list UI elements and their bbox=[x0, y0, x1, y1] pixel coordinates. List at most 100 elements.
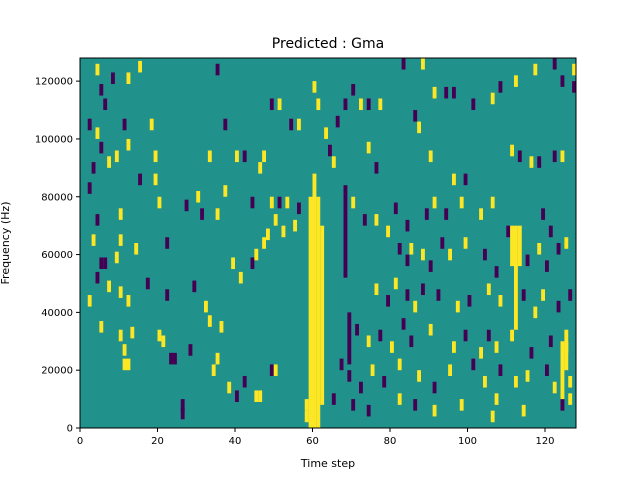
heatmap-cell bbox=[494, 341, 499, 353]
heatmap-cell bbox=[122, 344, 127, 356]
heatmap-cell bbox=[409, 335, 414, 348]
y-tick-label: 20000 bbox=[41, 366, 73, 377]
heatmap-cell bbox=[165, 237, 170, 249]
y-tick-label: 60000 bbox=[41, 250, 73, 261]
heatmap-cell bbox=[548, 225, 553, 238]
heatmap-cell bbox=[227, 381, 232, 394]
heatmap-cell bbox=[277, 98, 282, 111]
heatmap-cell bbox=[138, 60, 142, 73]
y-tick-label: 0 bbox=[67, 424, 73, 435]
heatmap-cell bbox=[153, 150, 158, 163]
heatmap-cell bbox=[281, 225, 286, 238]
heatmap-cell bbox=[428, 150, 433, 163]
heatmap-cell bbox=[204, 300, 208, 313]
heatmap-cell bbox=[529, 347, 534, 359]
heatmap-cell bbox=[560, 399, 565, 411]
heatmap-cell bbox=[328, 144, 332, 157]
heatmap-cell bbox=[514, 75, 518, 87]
heatmap-cell bbox=[266, 228, 270, 241]
heatmap-cell bbox=[413, 399, 418, 411]
heatmap-cell bbox=[262, 237, 266, 249]
heatmap-cell bbox=[374, 283, 379, 296]
heatmap-cell bbox=[432, 404, 437, 417]
heatmap-cell bbox=[200, 208, 204, 220]
heatmap-band bbox=[316, 196, 321, 428]
heatmap-cell bbox=[173, 352, 177, 365]
heatmap-cell bbox=[568, 393, 573, 405]
heatmap-cell bbox=[126, 358, 131, 371]
heatmap-cell bbox=[91, 162, 96, 174]
heatmap-cell bbox=[386, 225, 390, 238]
heatmap-cell bbox=[366, 404, 371, 417]
heatmap-cell bbox=[126, 138, 131, 151]
heatmap-cell bbox=[401, 318, 406, 330]
y-tick-label: 100000 bbox=[35, 134, 73, 145]
heatmap-cell bbox=[397, 243, 402, 255]
heatmap-cell bbox=[231, 257, 235, 270]
heatmap-cell bbox=[421, 248, 425, 261]
heatmap-cell bbox=[459, 196, 464, 209]
heatmap-band bbox=[312, 173, 317, 428]
heatmap-cell bbox=[366, 335, 371, 348]
heatmap-cell bbox=[312, 81, 317, 93]
heatmap-cell bbox=[126, 72, 131, 85]
heatmap-cell bbox=[483, 248, 487, 261]
heatmap-cell bbox=[355, 323, 359, 336]
heatmap-cell bbox=[514, 375, 518, 388]
heatmap-cell bbox=[111, 72, 115, 85]
heatmap-cell bbox=[87, 182, 92, 194]
heatmap-cell bbox=[545, 364, 549, 376]
heatmap-band bbox=[320, 225, 325, 405]
heatmap-cell bbox=[397, 358, 402, 371]
heatmap-cell bbox=[153, 173, 158, 186]
heatmap-cell bbox=[211, 364, 216, 376]
heatmap-cell bbox=[556, 243, 561, 255]
heatmap-cell bbox=[107, 280, 111, 293]
heatmap-cell bbox=[223, 118, 228, 131]
heatmap-cell bbox=[149, 118, 154, 131]
heatmap-band bbox=[510, 225, 514, 267]
heatmap-cell bbox=[541, 289, 545, 301]
heatmap-cell bbox=[99, 141, 104, 154]
heatmap-cell bbox=[269, 98, 274, 111]
heatmap-cell bbox=[529, 156, 534, 168]
heatmap-cell bbox=[184, 199, 189, 212]
heatmap-cell bbox=[235, 150, 239, 163]
heatmap-cell bbox=[331, 393, 336, 405]
heatmap-cell bbox=[118, 286, 123, 298]
heatmap-cell bbox=[479, 208, 483, 220]
heatmap-cell bbox=[161, 335, 166, 348]
y-axis-label: Frequency (Hz) bbox=[0, 202, 12, 285]
heatmap-cell bbox=[87, 295, 92, 307]
heatmap-cell bbox=[428, 260, 433, 272]
heatmap-cell bbox=[548, 335, 553, 348]
heatmap-cell bbox=[304, 399, 309, 411]
heatmap-cell bbox=[215, 63, 220, 76]
heatmap-cell bbox=[192, 280, 197, 293]
heatmap-cell bbox=[165, 289, 170, 301]
heatmap-cell bbox=[157, 329, 162, 342]
heatmap-band bbox=[517, 225, 522, 267]
heatmap-cell bbox=[498, 81, 503, 93]
heatmap-cell bbox=[424, 208, 429, 220]
heatmap-cell bbox=[207, 315, 212, 327]
heatmap-cell bbox=[145, 277, 150, 290]
x-tick-label: 0 bbox=[77, 436, 83, 447]
heatmap-cell bbox=[471, 358, 476, 371]
heatmap-cell bbox=[448, 364, 452, 376]
heatmap-cell bbox=[401, 58, 406, 70]
heatmap-band bbox=[343, 185, 348, 278]
heatmap-cell bbox=[556, 300, 561, 313]
heatmap-cell bbox=[359, 98, 363, 111]
heatmap-cell bbox=[235, 390, 239, 402]
heatmap-cell bbox=[537, 243, 542, 255]
heatmap-cell bbox=[537, 156, 542, 168]
heatmap-cell bbox=[545, 260, 549, 272]
heatmap-cell bbox=[180, 399, 185, 411]
heatmap-cell bbox=[242, 375, 247, 388]
heatmap-cell bbox=[463, 173, 468, 186]
heatmap-cell bbox=[494, 266, 499, 278]
heatmap-cell bbox=[114, 251, 119, 264]
heatmap-cell bbox=[95, 63, 100, 76]
